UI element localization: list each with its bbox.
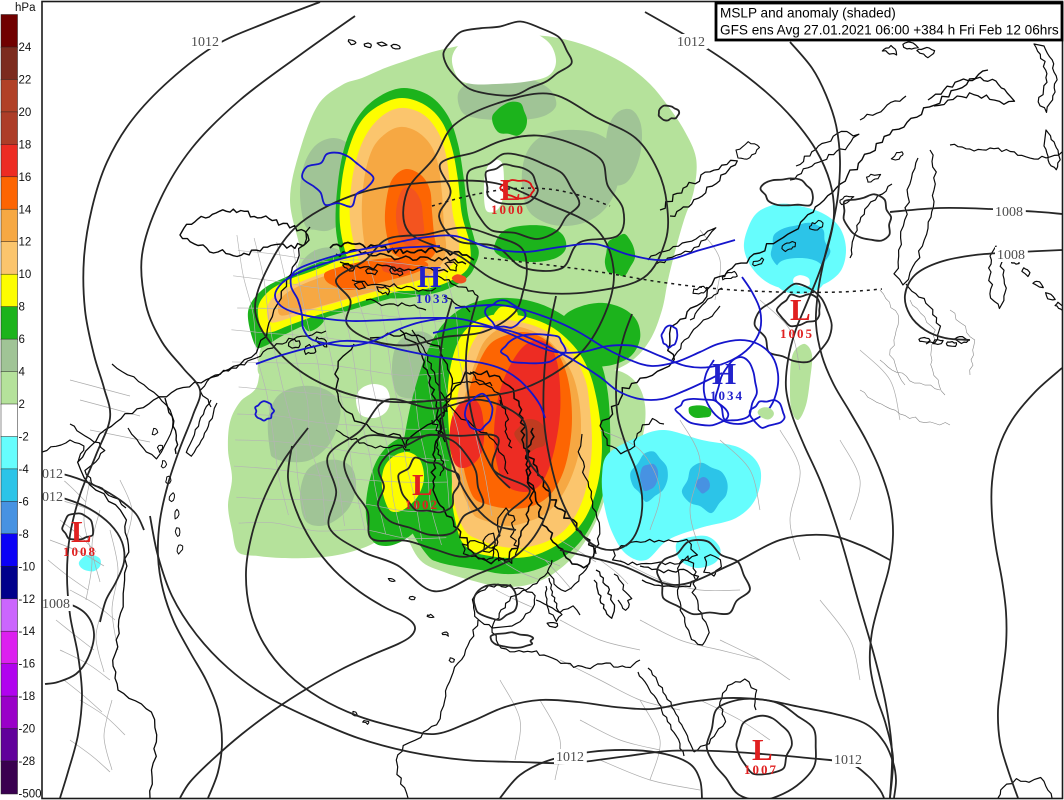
- svg-text:H: H: [417, 259, 441, 294]
- svg-text:1008: 1008: [63, 544, 97, 559]
- svg-text:16: 16: [19, 172, 32, 184]
- svg-text:-6: -6: [19, 496, 29, 508]
- svg-text:1005: 1005: [780, 326, 814, 341]
- svg-text:20: 20: [19, 107, 32, 119]
- svg-text:L: L: [412, 467, 433, 502]
- svg-text:4: 4: [19, 367, 26, 379]
- svg-text:12: 12: [19, 237, 32, 249]
- svg-text:GFS ens Avg 27.01.2021 06:00 +: GFS ens Avg 27.01.2021 06:00 +384 h Fri …: [720, 23, 1059, 38]
- svg-text:-28: -28: [19, 756, 36, 768]
- svg-text:-500: -500: [19, 789, 42, 800]
- svg-text:012: 012: [42, 467, 63, 482]
- svg-text:-18: -18: [19, 691, 36, 703]
- svg-text:-12: -12: [19, 594, 36, 606]
- svg-text:-10: -10: [19, 561, 36, 573]
- svg-text:-14: -14: [19, 626, 36, 638]
- svg-text:1008: 1008: [995, 205, 1023, 220]
- svg-text:-16: -16: [19, 659, 36, 671]
- svg-text:L: L: [500, 172, 521, 207]
- svg-text:L: L: [790, 292, 811, 327]
- svg-text:1000: 1000: [491, 202, 525, 217]
- svg-text:1007: 1007: [744, 762, 778, 777]
- svg-text:22: 22: [19, 74, 32, 86]
- svg-text:L: L: [752, 732, 773, 767]
- svg-text:012: 012: [42, 490, 63, 505]
- svg-text:1012: 1012: [834, 753, 862, 768]
- svg-text:-8: -8: [19, 529, 29, 541]
- svg-text:H: H: [712, 356, 736, 391]
- svg-text:-4: -4: [19, 464, 30, 476]
- svg-text:hPa: hPa: [15, 2, 36, 14]
- svg-text:1012: 1012: [191, 35, 219, 50]
- svg-text:24: 24: [19, 42, 32, 54]
- svg-text:10: 10: [19, 269, 32, 281]
- svg-text:8: 8: [19, 302, 25, 314]
- svg-text:14: 14: [19, 204, 32, 216]
- svg-text:18: 18: [19, 139, 32, 151]
- svg-text:1002: 1002: [405, 497, 439, 512]
- svg-text:1012: 1012: [677, 35, 705, 50]
- svg-text:-20: -20: [19, 724, 36, 736]
- svg-text:-2: -2: [19, 432, 29, 444]
- svg-text:MSLP and anomaly (shaded): MSLP and anomaly (shaded): [720, 6, 896, 21]
- svg-text:1034: 1034: [710, 388, 744, 403]
- svg-text:1008: 1008: [42, 597, 70, 612]
- svg-text:1008: 1008: [997, 248, 1025, 263]
- svg-text:L: L: [71, 514, 92, 549]
- svg-text:1012: 1012: [556, 750, 584, 765]
- svg-text:6: 6: [19, 334, 25, 346]
- svg-text:1033: 1033: [416, 291, 450, 306]
- svg-text:2: 2: [19, 399, 25, 411]
